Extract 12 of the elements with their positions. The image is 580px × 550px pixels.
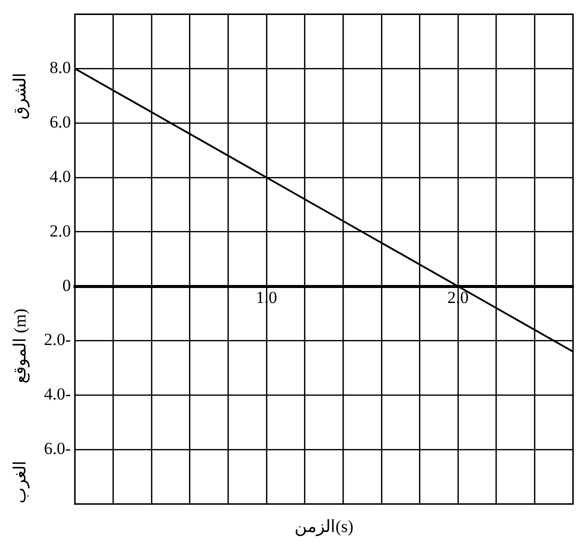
y-tick-label: 2.0 <box>50 221 71 240</box>
y-axis-title: الموقع (m) <box>10 308 30 384</box>
y-tick-label: 6.0 <box>50 112 71 132</box>
y-tick-label: 4.0- <box>44 384 72 404</box>
y-tick-label: 8.0 <box>50 58 71 78</box>
y-tick-label: 0 <box>62 276 71 295</box>
text: الشرق <box>10 72 30 120</box>
y-tick-label: 6.0- <box>44 439 72 458</box>
y-tick-label: 4.0 <box>50 166 71 186</box>
y-tick-label: 2.0- <box>44 330 72 350</box>
text: الغرب <box>10 460 30 504</box>
x-axis-title: الزمن(s) <box>294 516 354 537</box>
